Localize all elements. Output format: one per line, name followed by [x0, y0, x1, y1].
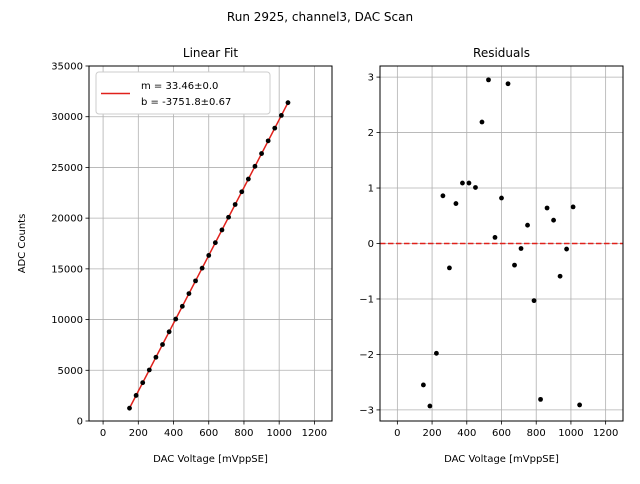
- data-point: [153, 354, 159, 360]
- linear-fit-xtick-label: 1200: [302, 428, 327, 439]
- data-point: [146, 367, 152, 373]
- residual-point: [512, 262, 517, 268]
- data-point: [173, 316, 179, 322]
- residual-point: [447, 265, 452, 271]
- data-point: [259, 151, 264, 156]
- linear-fit-ytick-label: 25000: [51, 163, 83, 174]
- linear-fit-xtick-label: 0: [100, 428, 106, 439]
- data-point: [232, 202, 238, 207]
- linear-fit-ytick-label: 30000: [51, 112, 83, 123]
- linear-fit-xtick-label: 800: [234, 428, 253, 439]
- data-point: [166, 329, 172, 335]
- data-point: [252, 163, 258, 169]
- data-point: [193, 278, 198, 284]
- residual-point: [564, 246, 569, 252]
- residual-point: [551, 217, 556, 223]
- linear-fit-title: Linear Fit: [183, 46, 238, 60]
- residuals-ytick-label: 3: [368, 73, 374, 84]
- linear-fit-ylabel: ADC Counts: [17, 214, 28, 274]
- data-point: [239, 189, 245, 195]
- residual-point: [538, 396, 543, 402]
- data-point: [278, 112, 284, 118]
- residual-point: [460, 180, 465, 186]
- legend-box: [95, 71, 271, 115]
- data-point: [127, 405, 132, 411]
- data-point: [226, 214, 231, 220]
- data-point: [206, 253, 212, 258]
- data-point: [285, 100, 291, 106]
- residual-point: [434, 350, 439, 356]
- data-point: [199, 265, 205, 271]
- residual-point: [492, 234, 498, 240]
- linear-fit-xtick-label: 200: [129, 428, 148, 439]
- residual-point: [570, 204, 576, 210]
- fit-legend: m = 33.46±0.0 b = -3751.8±0.67: [95, 71, 271, 115]
- residual-point: [518, 246, 524, 251]
- linear-fit-xlabel: DAC Voltage [mVppSE]: [153, 454, 268, 465]
- data-point: [265, 138, 271, 144]
- residuals-ytick-label: −3: [359, 405, 374, 416]
- data-point: [186, 291, 192, 297]
- residuals-ticks: 0 200 400 600 800 1000 1200 −3 −2 −1 0 1 2 3: [359, 73, 618, 439]
- linear-fit-ytick-label: 15000: [51, 264, 83, 275]
- residual-point: [427, 403, 433, 409]
- residual-point: [466, 180, 472, 186]
- linear-fit-ticks: 0 200 400 600 800 1000 1200 0 5000 10000 15000 2000…: [51, 62, 327, 440]
- residuals-xtick-label: 800: [527, 428, 546, 439]
- residual-point: [499, 195, 504, 201]
- residuals-ytick-label: −1: [359, 294, 374, 305]
- linear-fit-ytick-label: 10000: [51, 315, 83, 326]
- linear-fit-points: [127, 100, 291, 411]
- residual-point: [486, 77, 491, 83]
- linear-fit-frame: [88, 65, 333, 422]
- residual-point: [473, 185, 478, 190]
- linear-fit-ytick-label: 5000: [58, 366, 83, 377]
- residuals-xtick-label: 1200: [593, 428, 618, 439]
- linear-fit-xtick-label: 1000: [266, 428, 291, 439]
- residual-point: [531, 298, 537, 304]
- residuals-frame: [379, 65, 624, 422]
- linear-fit-xtick-label: 400: [164, 428, 183, 439]
- residuals-xlabel: DAC Voltage [mVppSE]: [444, 454, 559, 465]
- legend-intercept-text: b = -3751.8±0.67: [141, 97, 231, 108]
- data-point: [160, 342, 165, 347]
- residual-point: [479, 119, 485, 125]
- residuals-panel: Residuals 0 200 400 600 800 1000 1200 −3 −2 −1 0 1 2…: [359, 46, 624, 465]
- figure-suptitle: Run 2925, channel3, DAC Scan: [227, 10, 413, 24]
- residual-point: [420, 382, 426, 388]
- linear-fit-grid: [89, 65, 332, 422]
- residual-point: [544, 205, 550, 211]
- residuals-xtick-label: 1000: [558, 428, 583, 439]
- residual-point: [453, 201, 459, 206]
- linear-fit-panel: Linear Fit 0 200 400 600 800 1000 1200 0 5000 100…: [17, 46, 333, 465]
- residuals-ytick-label: 0: [368, 239, 374, 250]
- data-point: [140, 380, 146, 386]
- residuals-ytick-label: −2: [359, 350, 374, 361]
- residuals-ytick-label: 1: [368, 184, 374, 195]
- data-point: [272, 125, 278, 131]
- residuals-points: [420, 77, 583, 409]
- residual-point: [557, 273, 563, 279]
- linear-fit-ytick-label: 20000: [51, 214, 83, 225]
- data-point: [219, 227, 225, 233]
- data-point: [212, 240, 218, 246]
- residual-point: [505, 81, 511, 87]
- residuals-xtick-label: 400: [457, 428, 476, 439]
- residual-point: [577, 402, 583, 408]
- residuals-ytick-label: 2: [368, 128, 374, 139]
- data-point: [245, 176, 251, 182]
- linear-fit-xtick-label: 600: [199, 428, 218, 439]
- linear-fit-ytick-label: 35000: [51, 62, 83, 73]
- residual-point: [440, 193, 446, 199]
- data-point: [133, 393, 139, 398]
- legend-slope-text: m = 33.46±0.0: [141, 81, 218, 92]
- residuals-title: Residuals: [473, 46, 530, 60]
- residual-point: [525, 222, 530, 228]
- linear-fit-ytick-label: 0: [77, 417, 83, 428]
- residuals-xtick-label: 200: [423, 428, 442, 439]
- residuals-xtick-label: 0: [394, 428, 400, 439]
- data-point: [179, 303, 185, 309]
- residuals-xtick-label: 600: [492, 428, 511, 439]
